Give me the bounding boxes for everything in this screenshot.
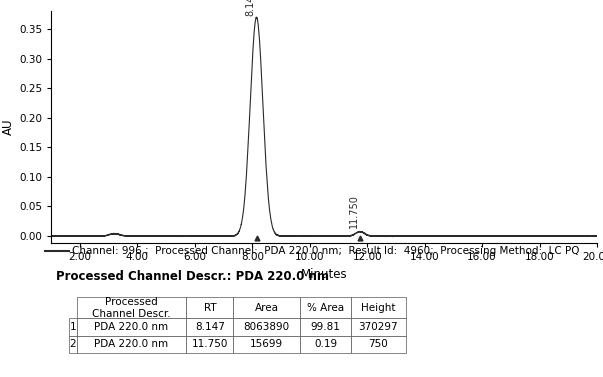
Text: Channel: 996 ;  Processed Channel:  PDA 220.0 nm;  Result Id:  4960;  Processing: Channel: 996 ; Processed Channel: PDA 22… (72, 246, 580, 256)
Text: 8.147: 8.147 (245, 0, 255, 16)
Y-axis label: AU: AU (2, 119, 15, 135)
Text: Processed Channel Descr.: PDA 220.0 nm: Processed Channel Descr.: PDA 220.0 nm (57, 270, 329, 282)
X-axis label: Minutes: Minutes (301, 268, 347, 281)
Text: 11.750: 11.750 (349, 195, 359, 228)
